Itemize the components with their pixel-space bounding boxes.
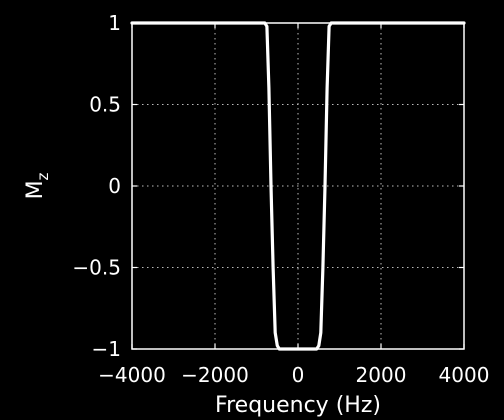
x-tick-label-2: 0	[292, 363, 305, 387]
y-tick-label-1: −0.5	[72, 256, 121, 280]
y-tick-labels: −1 −0.5 0 0.5 1	[72, 11, 121, 361]
x-tick-label-3: 2000	[356, 363, 407, 387]
y-tick-label-3: 0.5	[89, 93, 121, 117]
series-line-0	[130, 21, 466, 351]
y-tick-label-0: −1	[92, 337, 121, 361]
y-axis-label-main: M	[23, 180, 48, 199]
y-tick-label-2: 0	[108, 174, 121, 198]
y-tick-label-4: 1	[108, 11, 121, 35]
x-tick-labels: −4000 −2000 0 2000 4000	[98, 363, 489, 387]
x-tick-label-0: −4000	[98, 363, 166, 387]
series-group	[130, 21, 466, 351]
x-tick-label-1: −2000	[181, 363, 249, 387]
y-axis-label-sub: z	[34, 172, 52, 180]
x-axis-label: Frequency (Hz)	[215, 393, 381, 418]
x-tick-label-4: 4000	[439, 363, 490, 387]
y-axis-label: Mz	[23, 172, 52, 199]
